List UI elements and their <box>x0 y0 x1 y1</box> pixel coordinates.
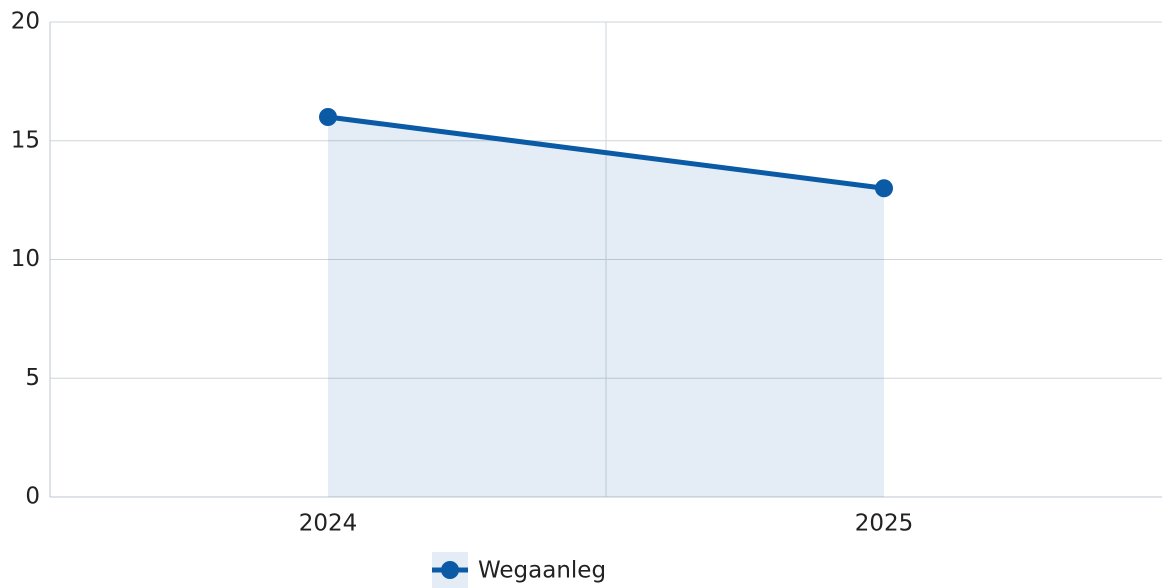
area <box>328 117 884 497</box>
y-tick-label: 10 <box>11 246 40 272</box>
x-tick-label: 2024 <box>299 511 358 537</box>
line <box>327 114 885 191</box>
y-tick-label: 5 <box>25 365 40 391</box>
point <box>875 179 893 198</box>
legend-swatch-point <box>441 561 459 579</box>
legend-label: Wegaanleg <box>478 558 606 584</box>
y-tick-label: 0 <box>25 484 40 510</box>
y-tick-label: 15 <box>11 127 40 153</box>
x-tick-label: 2025 <box>855 511 914 537</box>
point <box>319 108 337 126</box>
y-tick-label: 20 <box>11 9 40 35</box>
